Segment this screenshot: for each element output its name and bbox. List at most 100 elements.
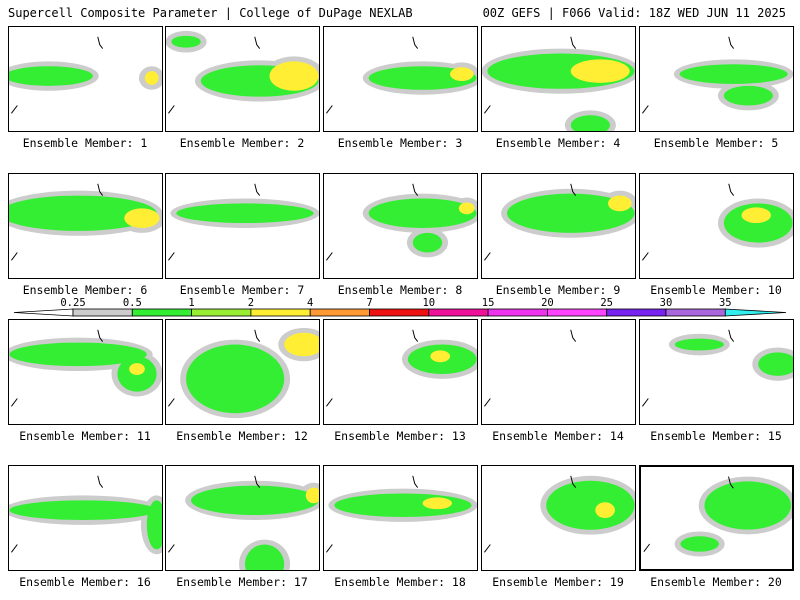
map-panel-member-8[interactable]	[323, 173, 478, 279]
coastline	[728, 329, 735, 342]
scp-contour	[723, 85, 773, 106]
scp-map	[326, 475, 477, 553]
coastline	[728, 36, 735, 49]
page-title: Supercell Composite Parameter | College …	[8, 6, 413, 20]
scp-contour	[608, 195, 632, 212]
scp-contour	[546, 480, 635, 530]
scp-map	[9, 329, 162, 407]
member-label: Ensemble Member: 18	[334, 575, 466, 589]
scp-contour	[680, 536, 719, 552]
colorbar-tick-label: 2	[247, 297, 255, 309]
map-panel-member-10[interactable]	[639, 173, 794, 279]
scp-contour	[412, 232, 443, 253]
colorbar-swatch	[191, 308, 252, 317]
scp-contour	[723, 203, 793, 243]
scp-contour	[9, 500, 157, 520]
coastline	[11, 252, 18, 261]
map-panel-member-12[interactable]	[165, 319, 320, 425]
scp-map	[9, 183, 162, 261]
colorbar-tick-label: 15	[481, 297, 495, 309]
map-panel-member-15[interactable]	[639, 319, 794, 425]
map-panel-member-16[interactable]	[8, 465, 163, 571]
scp-contour	[284, 332, 319, 357]
colorbar-tick-label: 0.5	[122, 297, 142, 309]
colorbar-swatch	[369, 308, 430, 317]
coastline	[97, 36, 104, 49]
scp-map	[642, 183, 793, 261]
scp-map	[642, 329, 793, 407]
scp-contour	[430, 350, 451, 363]
scp-map	[643, 476, 792, 557]
member-label: Ensemble Member: 10	[650, 283, 782, 297]
scp-map	[484, 475, 635, 553]
scp-contour	[269, 61, 319, 91]
map-panel-member-7[interactable]	[165, 173, 320, 279]
map-panel-member-5[interactable]	[639, 26, 794, 132]
colorbar-swatch	[309, 308, 370, 317]
coastline	[484, 544, 491, 553]
colorbar-swatch	[606, 308, 667, 317]
member-label: Ensemble Member: 16	[19, 575, 151, 589]
scp-map	[482, 36, 635, 131]
coastline	[326, 252, 333, 261]
colorbar-swatch	[72, 308, 133, 317]
coastline	[168, 252, 175, 261]
scp-contour	[190, 485, 319, 516]
coastline	[168, 544, 175, 553]
coastline	[643, 543, 651, 552]
scp-map	[9, 475, 162, 555]
coastline	[484, 398, 491, 407]
coastline	[412, 183, 419, 196]
map-panel-member-4[interactable]	[481, 26, 636, 132]
colorbar-tick-label: 4	[307, 297, 314, 309]
run-info: 00Z GEFS | F066 Valid: 18Z WED JUN 11 20…	[482, 6, 786, 20]
coastline	[326, 398, 333, 407]
member-label: Ensemble Member: 6	[22, 283, 148, 297]
map-panel-member-3[interactable]	[323, 26, 478, 132]
member-label: Ensemble Member: 17	[176, 575, 308, 589]
coastline	[412, 36, 419, 49]
map-panel-member-20[interactable]	[639, 465, 794, 571]
member-label: Ensemble Member: 14	[492, 429, 624, 443]
coastline	[728, 476, 734, 489]
map-panel-member-14[interactable]	[481, 319, 636, 425]
map-panel-member-11[interactable]	[8, 319, 163, 425]
scp-contour	[595, 502, 615, 518]
colorbar-swatch	[428, 308, 489, 317]
coastline	[642, 252, 649, 261]
scp-map	[168, 327, 319, 419]
member-label: Ensemble Member: 8	[337, 283, 463, 297]
colorbar-tick-label: 30	[659, 297, 673, 309]
colorbar-tick-label: 1	[188, 297, 195, 309]
member-label: Ensemble Member: 1	[22, 136, 148, 150]
colorbar-swatch	[250, 308, 311, 317]
map-panel-member-17[interactable]	[165, 465, 320, 571]
map-panel-member-18[interactable]	[323, 465, 478, 571]
colorbar-tick-label: 0.25	[60, 297, 86, 309]
colorbar-swatch	[487, 308, 548, 317]
map-panel-member-6[interactable]	[8, 173, 163, 279]
scp-contour	[450, 67, 474, 81]
scp-map	[484, 329, 577, 407]
colorbar-swatch	[547, 308, 608, 317]
scp-map	[642, 36, 793, 114]
member-label: Ensemble Member: 9	[495, 283, 621, 297]
scp-map	[484, 183, 635, 261]
member-label: Ensemble Member: 3	[337, 136, 463, 150]
scp-contour	[305, 487, 319, 504]
coastline	[412, 329, 419, 342]
map-panel-member-1[interactable]	[8, 26, 163, 132]
coastline	[254, 183, 261, 196]
map-panel-member-2[interactable]	[165, 26, 320, 132]
scp-contour	[422, 497, 453, 510]
map-panel-member-19[interactable]	[481, 465, 636, 571]
scp-contour	[506, 193, 635, 233]
map-panel-member-13[interactable]	[323, 319, 478, 425]
member-label: Ensemble Member: 12	[176, 429, 308, 443]
map-panel-member-9[interactable]	[481, 173, 636, 279]
scp-contour	[9, 66, 93, 86]
coastline	[570, 329, 577, 342]
colorbar-tick-label: 25	[600, 297, 614, 309]
member-label: Ensemble Member: 7	[179, 283, 305, 297]
scp-contour	[368, 66, 477, 90]
